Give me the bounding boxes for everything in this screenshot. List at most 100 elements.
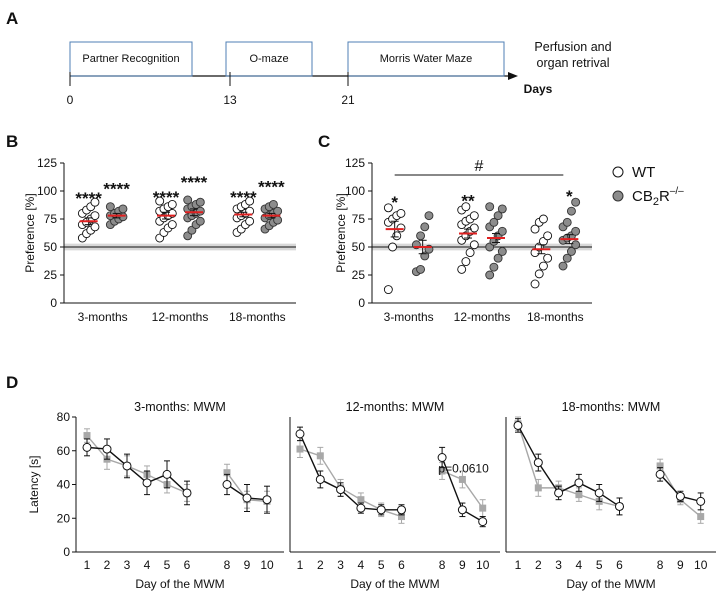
data-point: [571, 226, 581, 236]
category-label: 12-months: [152, 310, 209, 324]
y-tick-label: 20: [57, 511, 71, 525]
data-point: [356, 503, 366, 513]
data-point: [245, 216, 255, 226]
x-tick-label: 9: [459, 558, 466, 572]
data-point: [122, 461, 132, 471]
x-axis-label: Day of the MWM: [135, 577, 224, 591]
significance-label: ****: [230, 188, 257, 207]
data-point: [162, 469, 172, 479]
x-tick-label: 5: [596, 558, 603, 572]
data-point: [83, 432, 91, 440]
data-point: [461, 257, 471, 267]
data-point: [316, 452, 324, 460]
data-point: [105, 202, 115, 212]
data-point: [469, 240, 479, 250]
data-point: [675, 491, 685, 501]
p-value-annotation: p=0.0610: [438, 462, 489, 476]
data-point: [530, 279, 540, 289]
end-label-line1: Perfusion and: [534, 40, 611, 54]
y-tick-label: 125: [37, 156, 57, 170]
x-tick-label: 4: [144, 558, 151, 572]
data-point: [398, 513, 405, 521]
significance-label: *: [391, 193, 398, 212]
x-tick-label: 1: [297, 558, 304, 572]
data-point: [485, 270, 495, 280]
series-line: [517, 423, 620, 508]
data-point: [416, 264, 426, 274]
panel-label-d: D: [6, 373, 18, 392]
data-point: [469, 211, 479, 221]
y-tick-label: 0: [63, 545, 70, 559]
data-point: [493, 211, 503, 221]
data-point: [493, 253, 503, 263]
significance-label: ****: [258, 177, 285, 196]
series-line: [86, 435, 188, 494]
category-label: 3-months: [384, 310, 434, 324]
data-point: [543, 231, 553, 241]
data-point: [392, 231, 402, 241]
phase-box-morris-water-maze: [347, 41, 505, 77]
panel-label-c: C: [318, 132, 330, 151]
x-tick-label: 1: [84, 558, 91, 572]
significance-label: ****: [181, 173, 208, 192]
significance-label: ****: [103, 180, 130, 199]
x-tick-label: 3: [555, 558, 562, 572]
data-point: [489, 262, 499, 272]
data-point: [388, 242, 398, 252]
data-point: [167, 199, 177, 209]
data-point: [574, 478, 584, 488]
x-tick-label: 8: [224, 558, 231, 572]
data-point: [697, 513, 705, 521]
legend-wt-label: WT: [632, 164, 655, 181]
y-axis-label: Latency [s]: [27, 455, 41, 513]
data-point: [383, 203, 393, 213]
data-point: [457, 505, 467, 515]
data-point: [82, 442, 92, 452]
x-tick-label: 5: [378, 558, 385, 572]
data-point: [558, 261, 568, 271]
x-tick-label: 4: [576, 558, 583, 572]
data-point: [182, 488, 192, 498]
data-point: [167, 220, 177, 230]
panel-d3-chart: 18-months: MWM 1 2 3 4 5 6 8 9 10 Day of the MWM: [505, 400, 716, 591]
data-point: [420, 222, 430, 232]
data-point: [458, 475, 466, 483]
data-point: [396, 208, 406, 218]
data-point: [357, 496, 365, 504]
data-point: [513, 420, 523, 430]
data-point: [90, 222, 100, 232]
data-point: [118, 204, 128, 214]
data-point: [562, 253, 572, 263]
y-tick-label: 25: [44, 268, 58, 282]
category-label: 3-months: [78, 310, 128, 324]
data-point: [295, 429, 305, 439]
data-point: [543, 253, 553, 263]
data-point: [142, 478, 152, 488]
data-point: [566, 206, 576, 216]
data-point: [538, 261, 548, 271]
data-point: [469, 223, 479, 233]
x-tick-label: 4: [358, 558, 365, 572]
bracket-label: #: [475, 158, 484, 175]
data-point: [571, 197, 581, 207]
timeline-tick-label-0: 0: [67, 93, 74, 107]
data-point: [562, 217, 572, 227]
x-tick-label: 8: [657, 558, 664, 572]
data-point: [478, 517, 488, 527]
x-axis-label: Day of the MWM: [350, 577, 439, 591]
data-point: [195, 197, 205, 207]
y-tick-label: 100: [345, 184, 365, 198]
data-point: [656, 462, 664, 470]
legend: WT CB2R–/–: [612, 164, 684, 208]
legend-wt-marker: [612, 166, 624, 178]
data-point: [530, 224, 540, 234]
data-point: [376, 505, 386, 515]
panel-title: 18-months: MWM: [562, 400, 661, 414]
data-point: [655, 469, 665, 479]
panel-c-chart: 0 25 50 75 100 125 Preference [%] 3-months 12-mo…: [334, 156, 592, 324]
category-label: 12-months: [454, 310, 511, 324]
data-point: [497, 204, 507, 214]
x-tick-label: 9: [677, 558, 684, 572]
panel-label-b: B: [6, 132, 18, 151]
